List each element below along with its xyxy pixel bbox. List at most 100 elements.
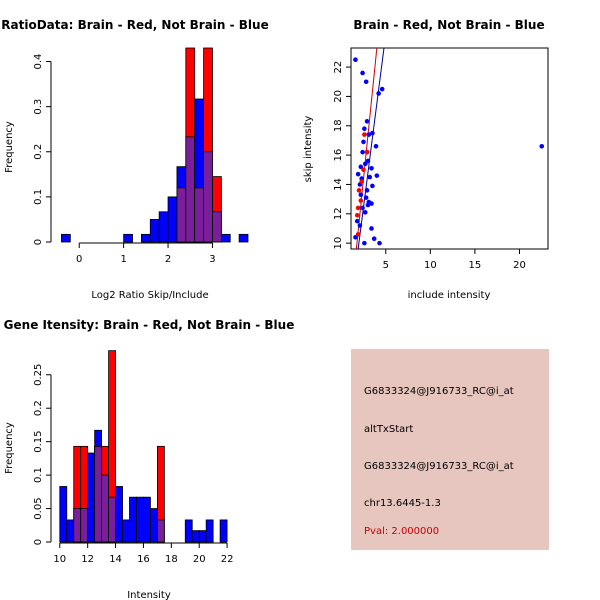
gene-intensity-histogram-y-tick-label: 0.25 xyxy=(33,364,44,386)
intensity-scatter-y-axis: 10 12 14 16 18 20 22 xyxy=(333,61,351,250)
intensity-scatter-point-not-brain xyxy=(366,132,372,137)
intensity-scatter-point-brain xyxy=(355,232,361,237)
gene-intensity-histogram-x-axis: 10 12 14 16 18 20 22 xyxy=(53,542,233,565)
intensity-scatter-point-not-brain xyxy=(370,130,375,136)
gene-intensity-histogram-bar-not-brain xyxy=(219,519,228,543)
gene-intensity-histogram-bar-overlap xyxy=(101,474,109,543)
gene-intensity-histogram-xlabel: Intensity xyxy=(127,590,171,600)
intensity-scatter-point-brain xyxy=(356,188,362,193)
gene-intensity-histogram-bar-not-brain xyxy=(87,452,96,543)
gene-intensity-histogram-bar-not-brain xyxy=(122,519,130,543)
intensity-scatter-frame xyxy=(350,47,549,250)
gene-intensity-histogram-title: Gene Itensity: Brain - Red, Not Brain - … xyxy=(4,318,295,332)
intensity-scatter-point-not-brain xyxy=(374,173,380,178)
intensity-scatter-points xyxy=(353,57,545,246)
intensity-scatter-point-brain xyxy=(354,212,360,218)
gene-intensity-histogram-y-tick-label: 0.15 xyxy=(33,431,44,453)
ratio-histogram-y-tick-label: 0.2 xyxy=(33,144,44,160)
intensity-scatter-point-not-brain xyxy=(358,164,364,170)
ratio-histogram-xlabel: Log2 Ratio Skip/Include xyxy=(91,290,208,301)
ratio-histogram-x-tick-label: 0 xyxy=(76,254,82,265)
intensity-scatter: Brain - Red, Not Brain - Blue include in… xyxy=(303,18,549,301)
intensity-scatter-y-tick-label: 10 xyxy=(333,237,344,250)
gene-intensity-histogram-y-tick-label: 0.2 xyxy=(33,400,44,416)
ratio-histogram-x-tick-label: 2 xyxy=(165,254,171,265)
chromosome-location: chr13.6445-1.3 xyxy=(364,498,441,509)
ratio-histogram-title: RatioData: Brain - Red, Not Brain - Blue xyxy=(1,18,268,32)
intensity-scatter-y-tick-label: 20 xyxy=(333,90,344,103)
ratio-histogram-bar-overlap xyxy=(212,211,222,243)
gene-intensity-histogram-y-tick-label: 0.05 xyxy=(33,497,44,519)
intensity-scatter-point-not-brain xyxy=(369,226,374,231)
intensity-scatter-fit-line xyxy=(357,47,385,250)
intensity-scatter-point-not-brain xyxy=(354,218,360,224)
ratio-histogram-ylabel: Frequency xyxy=(4,121,15,173)
gene-intensity-histogram-bar-not-brain xyxy=(59,486,68,543)
ratio-histogram-x-axis: 0 1 2 3 xyxy=(76,242,216,265)
gene-intensity-histogram-x-tick-label: 16 xyxy=(137,554,150,565)
ratio-histogram-bar-overlap xyxy=(203,151,213,243)
intensity-scatter-y-tick-label: 12 xyxy=(333,207,344,220)
ratio-histogram-bar-overlap xyxy=(176,187,187,243)
ratio-histogram-bar-not-brain xyxy=(61,233,71,243)
intensity-scatter-x-tick-label: 10 xyxy=(424,260,437,271)
intensity-scatter-point-not-brain xyxy=(369,201,374,206)
gene-intensity-histogram-y-axis: 0 0.05 0.1 0.15 0.2 0.25 xyxy=(33,364,52,545)
gene-intensity-histogram-bar-not-brain xyxy=(143,496,151,543)
intensity-scatter-point-brain xyxy=(355,205,361,211)
gene-intensity-histogram-bar-not-brain xyxy=(115,486,123,543)
gene-intensity-histogram-bar-not-brain xyxy=(66,519,75,543)
intensity-scatter-ylabel: skip intensity xyxy=(303,116,314,183)
gene-intensity-histogram-x-tick-label: 18 xyxy=(165,554,178,565)
intensity-scatter-point-not-brain xyxy=(361,139,366,145)
event-info-panel: G6833324@J916733_RC@i_at altTxStart G683… xyxy=(351,349,549,550)
intensity-scatter-y-tick-label: 18 xyxy=(333,119,344,132)
gene-intensity-histogram-x-tick-label: 14 xyxy=(109,554,122,565)
ratio-histogram-y-axis: 0 0.1 0.2 0.3 0.4 xyxy=(33,54,52,245)
gene-intensity-histogram-bar-overlap xyxy=(73,508,82,543)
gene-intensity-histogram-bars xyxy=(59,350,228,543)
ratio-histogram-x-tick-label: 3 xyxy=(209,254,215,265)
intensity-scatter-point-brain xyxy=(364,149,370,155)
intensity-scatter-point-not-brain xyxy=(376,91,381,96)
gene-intensity-histogram-bar-not-brain xyxy=(136,496,144,543)
gene-intensity-histogram-bar-not-brain xyxy=(198,530,207,543)
intensity-scatter-point-not-brain xyxy=(364,188,370,193)
intensity-scatter-point-not-brain xyxy=(355,171,361,177)
intensity-scatter-point-not-brain xyxy=(363,195,369,200)
gene-intensity-histogram-bar-overlap xyxy=(80,508,89,543)
ratio-histogram-y-tick-label: 0.3 xyxy=(33,99,44,115)
gene-intensity-histogram-bar-overlap xyxy=(94,445,103,543)
intensity-scatter-x-tick-label: 15 xyxy=(469,260,482,271)
pval-text: Pval: 2.000000 xyxy=(364,526,440,537)
gene-intensity-histogram-y-tick-label: 0 xyxy=(33,539,44,545)
intensity-scatter-y-tick-label: 22 xyxy=(333,61,344,74)
ratio-histogram-y-tick-label: 0.1 xyxy=(33,189,44,205)
intensity-scatter-point-not-brain xyxy=(360,149,365,155)
intensity-scatter-point-not-brain xyxy=(360,70,365,76)
gene-intensity-histogram: Gene Itensity: Brain - Red, Not Brain - … xyxy=(4,318,295,600)
intensity-scatter-title: Brain - Red, Not Brain - Blue xyxy=(353,18,544,32)
ratio-histogram-bar-not-brain xyxy=(149,219,160,243)
intensity-scatter-point-not-brain xyxy=(362,240,367,246)
intensity-scatter-point-not-brain xyxy=(539,143,545,149)
intensity-scatter-point-not-brain xyxy=(357,223,363,228)
ratio-histogram-bar-not-brain xyxy=(158,211,169,243)
intensity-scatter-xlabel: include intensity xyxy=(408,290,491,301)
gene-intensity-histogram-bar-not-brain xyxy=(191,530,200,543)
ratio-histogram-bar-not-brain xyxy=(220,233,231,243)
intensity-scatter-point-brain xyxy=(359,179,364,184)
intensity-scatter-x-tick-label: 20 xyxy=(513,260,526,271)
gene-intensity-histogram-bar-not-brain xyxy=(184,519,193,543)
ratio-histogram-y-tick-label: 0 xyxy=(33,239,44,245)
intensity-scatter-point-brain xyxy=(358,198,364,203)
ratio-histogram-x-tick-label: 1 xyxy=(120,254,126,265)
gene-intensity-histogram-bar-not-brain xyxy=(205,519,214,543)
intensity-scatter-y-tick-label: 14 xyxy=(333,178,344,191)
ratio-histogram-bars xyxy=(61,47,249,243)
intensity-scatter-point-not-brain xyxy=(362,161,368,167)
intensity-scatter-point-not-brain xyxy=(353,234,358,240)
intensity-scatter-point-not-brain xyxy=(364,119,370,124)
gene-intensity-histogram-x-tick-label: 12 xyxy=(81,554,94,565)
